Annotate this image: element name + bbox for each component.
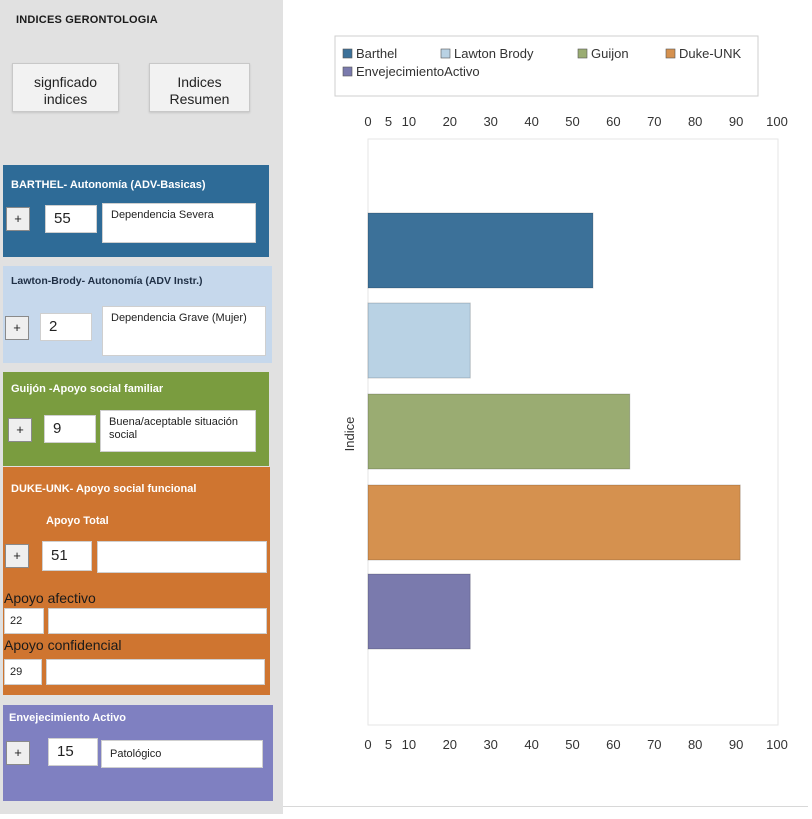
guijon-plus-button[interactable]: + — [8, 418, 32, 442]
duke-total-score-field[interactable]: 51 — [42, 541, 92, 571]
indices-resumen-button[interactable]: Indices Resumen — [149, 63, 250, 112]
tick-top-8: 70 — [647, 114, 661, 129]
significado-indices-button[interactable]: signficado indices — [12, 63, 119, 112]
legend: Barthel Lawton Brody Guijon Duke-UNK Envejec… — [342, 46, 741, 79]
x-axis-bottom: 0 5 10 20 30 40 50 60 70 80 90 100 — [364, 737, 787, 752]
tick-bottom-4: 30 — [483, 737, 497, 752]
duke-title: DUKE-UNK- Apoyo social funcional — [11, 483, 197, 495]
legend-box — [334, 35, 759, 97]
lawton-result-field[interactable]: Dependencia Grave (Mujer) — [102, 306, 266, 356]
duke-confidencial-label: Apoyo confidencial — [4, 637, 122, 653]
tick-top-5: 40 — [524, 114, 538, 129]
guijon-title: Guijón -Apoyo social familiar — [11, 383, 164, 395]
bottom-divider — [283, 806, 808, 807]
duke-confidencial-result-field[interactable] — [46, 659, 265, 685]
app-title: INDICES GERONTOLOGIA — [16, 14, 158, 26]
barthel-score-field[interactable]: 55 — [45, 205, 97, 233]
envejecimiento-panel: Envejecimiento Activo + 15 Patológico — [3, 705, 273, 801]
significado-button-line2: indices — [43, 90, 88, 107]
legend-swatch-1 — [440, 48, 451, 59]
legend-swatch-2 — [577, 48, 588, 59]
envejecimiento-result-field[interactable]: Patológico — [101, 740, 263, 768]
resumen-button-line1: Indices — [177, 73, 222, 90]
legend-label-2: Guijon — [591, 46, 629, 61]
legend-label-1: Lawton Brody — [454, 46, 534, 61]
bar-guijon — [367, 393, 631, 470]
tick-top-11: 100 — [766, 114, 788, 129]
tick-bottom-10: 90 — [729, 737, 743, 752]
duke-afectivo-result-field[interactable] — [48, 608, 267, 634]
legend-label-0: Barthel — [356, 46, 397, 61]
tick-top-1: 5 — [385, 114, 392, 129]
tick-bottom-3: 20 — [443, 737, 457, 752]
duke-afectivo-score-field[interactable]: 22 — [4, 608, 44, 634]
lawton-panel: Lawton-Brody- Autonomía (ADV Instr.) + 2… — [3, 266, 272, 363]
sidebar: INDICES GERONTOLOGIA signficado indices … — [0, 0, 283, 814]
tick-top-4: 30 — [483, 114, 497, 129]
guijon-score-field[interactable]: 9 — [44, 415, 96, 443]
legend-swatch-3 — [665, 48, 676, 59]
duke-total-result-field[interactable] — [97, 541, 267, 573]
tick-bottom-1: 5 — [385, 737, 392, 752]
lawton-plus-button[interactable]: + — [5, 316, 29, 340]
lawton-score-field[interactable]: 2 — [40, 313, 92, 341]
tick-top-2: 10 — [402, 114, 416, 129]
tick-top-9: 80 — [688, 114, 702, 129]
tick-top-3: 20 — [443, 114, 457, 129]
duke-afectivo-label: Apoyo afectivo — [4, 590, 96, 606]
tick-bottom-2: 10 — [402, 737, 416, 752]
bar-lawton-brody — [367, 302, 471, 379]
envejecimiento-title: Envejecimiento Activo — [9, 712, 126, 724]
y-axis-label: Indice — [342, 417, 357, 452]
duke-plus-button[interactable]: + — [5, 544, 29, 568]
legend-swatch-0 — [342, 48, 353, 59]
envejecimiento-score-field[interactable]: 15 — [48, 738, 98, 766]
tick-bottom-0: 0 — [364, 737, 371, 752]
tick-bottom-11: 100 — [766, 737, 788, 752]
lawton-title: Lawton-Brody- Autonomía (ADV Instr.) — [11, 275, 203, 287]
x-axis-top: 0 5 10 20 30 40 50 60 70 80 90 100 — [364, 114, 787, 129]
duke-total-label: Apoyo Total — [46, 515, 109, 527]
tick-bottom-5: 40 — [524, 737, 538, 752]
duke-panel: DUKE-UNK- Apoyo social funcional Apoyo T… — [3, 467, 270, 695]
significado-button-line1: signficado — [33, 73, 98, 90]
barthel-panel: BARTHEL- Autonomía (ADV-Basicas) + 55 De… — [3, 165, 269, 257]
legend-label-3: Duke-UNK — [679, 46, 741, 61]
chart-area: Barthel Lawton Brody Guijon Duke-UNK Envejec… — [283, 0, 812, 814]
bar-envejecimientoactivo — [367, 573, 471, 650]
tick-bottom-8: 70 — [647, 737, 661, 752]
barthel-result-field[interactable]: Dependencia Severa — [102, 203, 256, 243]
tick-bottom-7: 60 — [606, 737, 620, 752]
guijon-result-field[interactable]: Buena/aceptable situación social — [100, 410, 256, 452]
tick-top-7: 60 — [606, 114, 620, 129]
tick-top-0: 0 — [364, 114, 371, 129]
bar-duke-unk — [367, 484, 741, 561]
tick-top-6: 50 — [565, 114, 579, 129]
barthel-plus-button[interactable]: + — [6, 207, 30, 231]
legend-swatch-4 — [342, 66, 353, 77]
bar-chart: Barthel Lawton Brody Guijon Duke-UNK Envejec… — [334, 35, 788, 752]
bar-barthel — [367, 212, 594, 289]
bars — [367, 212, 741, 650]
tick-top-10: 90 — [729, 114, 743, 129]
tick-bottom-9: 80 — [688, 737, 702, 752]
duke-confidencial-score-field[interactable]: 29 — [4, 659, 42, 685]
tick-bottom-6: 50 — [565, 737, 579, 752]
barthel-title: BARTHEL- Autonomía (ADV-Basicas) — [11, 179, 206, 191]
legend-label-4: EnvejecimientoActivo — [356, 64, 480, 79]
envejecimiento-plus-button[interactable]: + — [6, 741, 30, 765]
resumen-button-line2: Resumen — [169, 90, 230, 107]
guijon-panel: Guijón -Apoyo social familiar + 9 Buena/… — [3, 372, 269, 466]
